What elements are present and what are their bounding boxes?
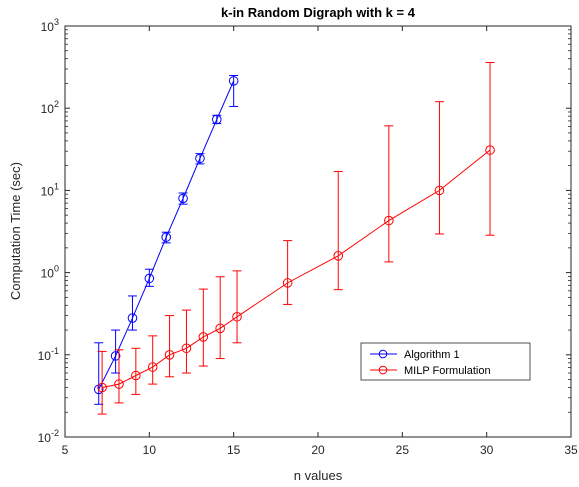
error-bar bbox=[148, 335, 158, 385]
x-axis-label: n values bbox=[294, 468, 343, 483]
legend-box bbox=[360, 342, 531, 381]
data-point bbox=[215, 323, 225, 334]
data-point bbox=[228, 76, 239, 86]
series-milp-formulation bbox=[97, 61, 495, 415]
data-point bbox=[144, 273, 155, 284]
x-tick-label: 35 bbox=[564, 443, 578, 457]
data-point bbox=[198, 332, 209, 342]
error-bar bbox=[333, 170, 343, 291]
data-point bbox=[131, 370, 141, 381]
chart-title: k-in Random Digraph with k = 4 bbox=[221, 5, 416, 20]
error-bar bbox=[384, 125, 394, 263]
data-point bbox=[333, 251, 344, 261]
x-tick-label: 5 bbox=[62, 443, 69, 457]
data-point bbox=[181, 343, 192, 354]
data-point bbox=[161, 232, 171, 242]
y-tick-label: 10-1 bbox=[38, 346, 59, 363]
data-point bbox=[114, 379, 124, 389]
legend: Algorithm 1 MILP Formulation bbox=[360, 342, 531, 381]
x-tick-label: 20 bbox=[311, 443, 325, 457]
x-tick-label: 15 bbox=[227, 443, 241, 457]
data-point bbox=[110, 351, 121, 361]
error-bar bbox=[127, 295, 137, 331]
data-point bbox=[434, 185, 445, 196]
y-tick-label: 100 bbox=[41, 264, 59, 281]
data-point bbox=[212, 114, 222, 125]
x-tick-label: 30 bbox=[480, 443, 494, 457]
error-bar bbox=[114, 349, 124, 404]
error-bar bbox=[144, 268, 154, 287]
data-point bbox=[97, 382, 107, 393]
data-point bbox=[232, 311, 242, 322]
legend-label-algorithm-1: Algorithm 1 bbox=[404, 349, 460, 361]
error-bar bbox=[165, 315, 175, 378]
error-bar bbox=[485, 61, 495, 236]
data-point bbox=[164, 350, 175, 360]
error-bar bbox=[215, 276, 225, 360]
error-bar bbox=[232, 270, 242, 344]
data-point bbox=[127, 313, 138, 323]
legend-entry-algorithm-1: Algorithm 1 bbox=[370, 349, 460, 361]
data-layer bbox=[93, 61, 495, 415]
error-bar bbox=[229, 74, 239, 107]
data-point bbox=[485, 145, 495, 155]
legend-marker-milp-formulation bbox=[378, 365, 388, 375]
data-point bbox=[384, 215, 394, 226]
error-bar bbox=[198, 288, 208, 367]
legend-entry-milp-formulation: MILP Formulation bbox=[370, 365, 491, 377]
y-tick-label: 102 bbox=[41, 99, 59, 116]
legend-label-milp-formulation: MILP Formulation bbox=[404, 365, 491, 377]
x-tick-label: 25 bbox=[396, 443, 410, 457]
y-tick-label: 103 bbox=[41, 17, 59, 34]
y-tick-label: 101 bbox=[41, 181, 59, 198]
data-point bbox=[195, 153, 205, 164]
error-bar bbox=[283, 240, 293, 305]
data-point bbox=[178, 193, 188, 204]
data-point bbox=[147, 362, 158, 372]
error-bar bbox=[181, 309, 191, 374]
error-bar bbox=[434, 101, 444, 235]
y-tick-label: 10-2 bbox=[38, 428, 59, 445]
axes: 5 10 15 20 25 30 35 10-2 10-1 100 101 102 103 bbox=[38, 17, 578, 457]
series-algorithm-1 bbox=[93, 74, 239, 405]
data-point bbox=[282, 278, 293, 288]
x-tick-label: 10 bbox=[143, 443, 157, 457]
legend-marker-algorithm-1 bbox=[378, 349, 388, 359]
y-axis-label: Computation Time (sec) bbox=[8, 162, 23, 300]
series-line-milp-formulation bbox=[102, 149, 491, 389]
